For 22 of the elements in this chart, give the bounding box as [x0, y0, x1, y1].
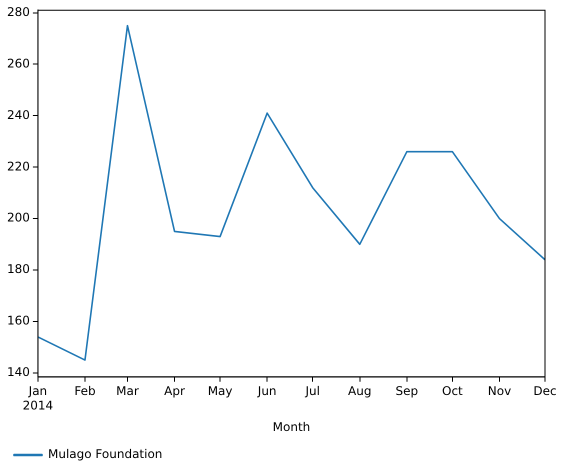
x-tick-label: Oct	[442, 384, 464, 398]
x-tick-label: Feb	[74, 384, 96, 398]
x-tick-label: Jun	[256, 384, 277, 398]
x-tick-label: Aug	[348, 384, 372, 398]
x-tick-label: May	[208, 384, 232, 398]
y-tick-label: 160	[7, 314, 30, 328]
y-tick-label: 260	[7, 56, 30, 70]
y-tick-label: 200	[7, 210, 30, 225]
legend-label: Mulago Foundation	[48, 447, 162, 462]
x-tick-label: Jan 2014	[22, 384, 54, 413]
y-tick-label: 280	[7, 4, 30, 19]
y-tick-label: 180	[7, 262, 30, 276]
x-tick-label: Dec	[533, 384, 557, 398]
x-tick-label: Jul	[304, 384, 320, 398]
y-tick-label: 140	[7, 365, 30, 380]
x-axis-title: Month	[272, 420, 310, 434]
x-tick-label: Mar	[116, 384, 139, 398]
x-tick-label: Sep	[396, 384, 418, 398]
y-tick-label: 220	[7, 159, 30, 174]
y-tick-label: 240	[7, 108, 30, 122]
x-tick-label: Nov	[488, 384, 512, 398]
x-tick-label: Apr	[164, 384, 185, 398]
